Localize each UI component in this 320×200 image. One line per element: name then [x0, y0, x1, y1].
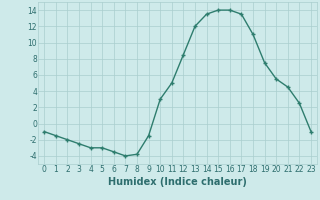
X-axis label: Humidex (Indice chaleur): Humidex (Indice chaleur)	[108, 177, 247, 187]
